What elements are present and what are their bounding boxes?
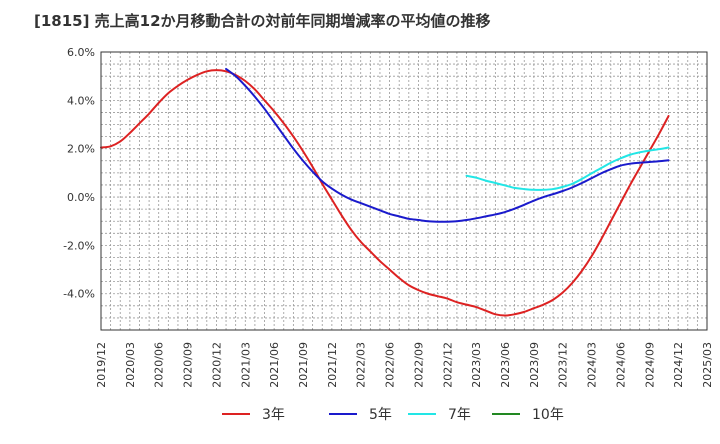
x-tick-label: 2024/12 <box>672 342 685 388</box>
plot-frame <box>100 51 708 331</box>
x-tick-label: 2022/06 <box>384 342 397 388</box>
legend-label-4: 10年 <box>532 407 564 423</box>
x-tick-label: 2024/09 <box>643 342 656 388</box>
x-tick-label: 2022/03 <box>355 342 368 388</box>
y-tick-label: 0.0% <box>67 191 95 204</box>
x-tick-label: 2022/12 <box>441 342 454 388</box>
grid-layer <box>101 52 707 330</box>
x-tick-label: 2023/12 <box>557 342 570 388</box>
x-tick-label: 2019/12 <box>95 342 108 388</box>
y-tick-label: -2.0% <box>63 239 95 252</box>
series-line-3 <box>465 146 670 191</box>
legend-label-2: 5年 <box>369 407 392 423</box>
plot-area <box>101 52 707 330</box>
legend: 3年 5年 7年 10年 <box>222 407 564 423</box>
axis-layer: 6.0% 4.0% 2.0% 0.0% -2.0% -4.0% 2019/12 2020/03… <box>63 46 714 388</box>
chart-title: [1815] 売上高12か月移動合計の対前年同期増減率の平均値の推移 <box>34 12 491 30</box>
x-tick-label: 2025/03 <box>701 342 714 388</box>
x-tick-label: 2020/03 <box>124 342 137 388</box>
x-tick-label: 2023/06 <box>499 342 512 388</box>
x-tick-label: 2020/06 <box>153 342 166 388</box>
y-tick-label: 4.0% <box>67 94 95 107</box>
series-layer <box>100 67 670 317</box>
x-tick-label: 2022/09 <box>412 342 425 388</box>
x-tick-label: 2023/09 <box>528 342 541 388</box>
x-tick-label: 2024/03 <box>586 342 599 388</box>
x-tick-label: 2021/03 <box>239 342 252 388</box>
x-tick-label: 2020/09 <box>182 342 195 388</box>
x-tick-label: 2020/12 <box>210 342 223 388</box>
legend-label-1: 3年 <box>262 407 285 423</box>
series-line-1 <box>100 69 670 317</box>
x-tick-label: 2021/12 <box>326 342 339 388</box>
y-tick-label: -4.0% <box>63 288 95 301</box>
x-tick-label: 2021/06 <box>268 342 281 388</box>
y-tick-label: 2.0% <box>67 143 95 156</box>
legend-label-3: 7年 <box>448 407 471 423</box>
x-tick-label: 2021/09 <box>297 342 310 388</box>
y-tick-label: 6.0% <box>67 46 95 59</box>
x-tick-label: 2023/03 <box>470 342 483 388</box>
x-tick-label: 2024/06 <box>614 342 627 388</box>
series-line-2 <box>225 67 670 223</box>
